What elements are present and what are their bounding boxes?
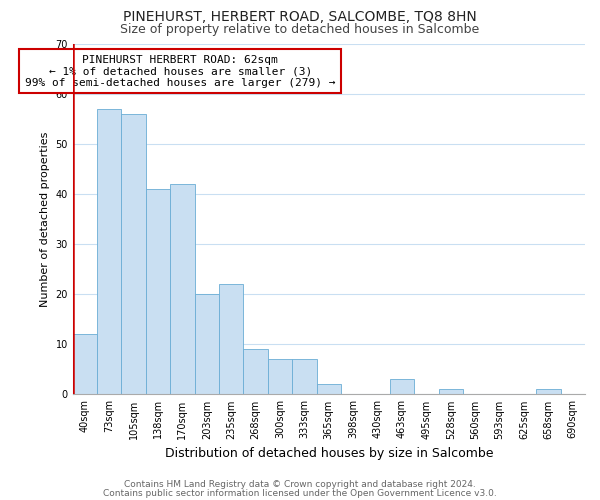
Text: Size of property relative to detached houses in Salcombe: Size of property relative to detached ho…: [121, 22, 479, 36]
Text: PINEHURST, HERBERT ROAD, SALCOMBE, TQ8 8HN: PINEHURST, HERBERT ROAD, SALCOMBE, TQ8 8…: [123, 10, 477, 24]
Text: PINEHURST HERBERT ROAD: 62sqm
← 1% of detached houses are smaller (3)
99% of sem: PINEHURST HERBERT ROAD: 62sqm ← 1% of de…: [25, 54, 335, 88]
Bar: [146, 189, 170, 394]
Bar: [268, 360, 292, 394]
Bar: [390, 380, 414, 394]
Bar: [97, 109, 121, 395]
Bar: [121, 114, 146, 394]
Text: Contains HM Land Registry data © Crown copyright and database right 2024.: Contains HM Land Registry data © Crown c…: [124, 480, 476, 489]
Bar: [244, 350, 268, 395]
Bar: [194, 294, 219, 394]
Bar: [73, 334, 97, 394]
Bar: [317, 384, 341, 394]
Bar: [536, 390, 560, 394]
X-axis label: Distribution of detached houses by size in Salcombe: Distribution of detached houses by size …: [164, 447, 493, 460]
Bar: [170, 184, 194, 394]
Bar: [219, 284, 244, 395]
Bar: [292, 360, 317, 394]
Text: Contains public sector information licensed under the Open Government Licence v3: Contains public sector information licen…: [103, 489, 497, 498]
Y-axis label: Number of detached properties: Number of detached properties: [40, 132, 50, 307]
Bar: [439, 390, 463, 394]
